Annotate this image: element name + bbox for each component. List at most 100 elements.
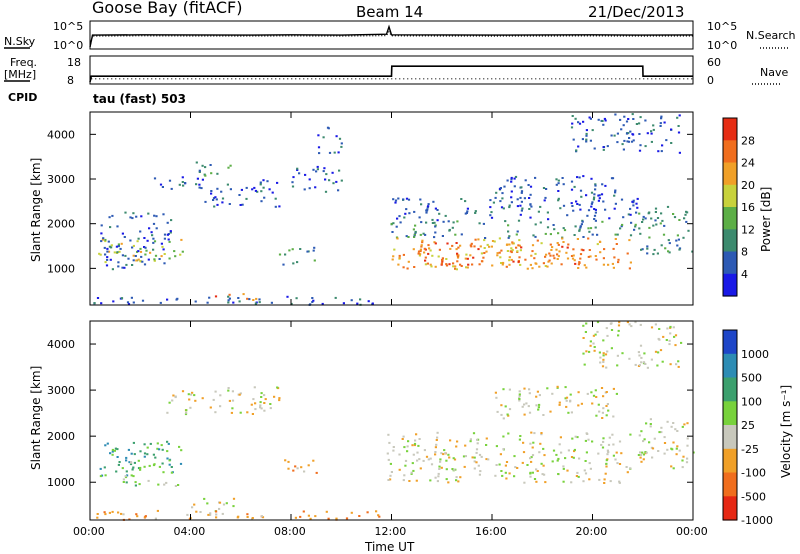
power-cell	[511, 241, 514, 244]
velocity-cell	[439, 460, 442, 463]
velocity-cell	[448, 456, 451, 459]
velocity-cell	[108, 511, 111, 514]
velocity-cell	[642, 458, 645, 461]
power-cell	[678, 219, 681, 221]
power-cell	[545, 188, 548, 190]
power-cell	[240, 188, 243, 191]
power-cell	[516, 250, 519, 253]
power-cell	[587, 255, 590, 258]
velocity-cell	[638, 434, 641, 437]
power-cell	[627, 118, 630, 120]
velocity-cell	[139, 468, 142, 471]
velocity-cell	[160, 444, 163, 447]
power-cell	[616, 141, 619, 144]
power-cell	[104, 238, 107, 241]
velocity-cell	[562, 480, 565, 483]
velocity-cell	[375, 510, 378, 513]
power-cell	[201, 178, 204, 181]
colorbar-frame	[722, 329, 738, 521]
velocity-cell	[134, 481, 137, 484]
power-cell	[607, 263, 610, 266]
velocity-cell	[601, 411, 604, 414]
power-cell	[419, 250, 422, 253]
power-cell	[274, 205, 277, 208]
power-cell	[535, 262, 538, 265]
power-cell	[208, 296, 211, 299]
y-tick-label: 4000	[47, 128, 75, 141]
power-cell	[614, 189, 617, 192]
power-cell	[96, 297, 100, 299]
power-cell	[394, 199, 398, 202]
power-cell	[474, 238, 477, 241]
velocity-cell	[640, 356, 643, 359]
freq-label-line2: [MHz]	[4, 68, 36, 81]
velocity-cell	[135, 513, 138, 516]
velocity-cell	[540, 462, 543, 465]
power-cell	[129, 239, 132, 242]
power-cell	[676, 234, 679, 237]
power-cell	[448, 263, 451, 266]
power-cell	[422, 232, 425, 235]
power-cell	[452, 265, 455, 268]
velocity-cell	[325, 510, 328, 513]
power-cell	[256, 190, 259, 193]
velocity-cell	[585, 322, 588, 325]
power-cell	[635, 202, 638, 205]
power-cell	[498, 251, 501, 254]
power-cell	[672, 213, 675, 215]
power-cell	[322, 136, 325, 139]
velocity-cell	[592, 394, 596, 397]
power-cell	[614, 113, 617, 116]
y-tick-label: 2000	[47, 218, 75, 231]
power-cell	[405, 235, 408, 238]
power-cell	[262, 186, 265, 189]
velocity-cell	[602, 361, 605, 363]
velocity-cell	[416, 451, 419, 454]
power-cell	[182, 184, 185, 187]
velocity-cell	[528, 388, 531, 391]
velocity-cell	[231, 399, 235, 402]
power-cell	[499, 256, 502, 259]
velocity-cell	[529, 442, 532, 445]
power-cell	[137, 250, 140, 253]
power-cell	[550, 249, 553, 251]
power-cell	[587, 209, 591, 212]
power-cell	[489, 214, 492, 217]
power-cell	[454, 267, 457, 270]
power-cell	[456, 252, 459, 255]
velocity-cell	[434, 453, 437, 456]
power-cell	[402, 198, 405, 201]
power-cell	[534, 176, 537, 179]
velocity-cell	[125, 456, 128, 459]
power-cell	[308, 178, 311, 181]
velocity-cell	[99, 467, 102, 470]
power-cell	[239, 204, 242, 206]
power-cell	[109, 226, 112, 229]
velocity-cell	[129, 463, 133, 466]
velocity-cell	[473, 460, 476, 463]
velocity-cell	[570, 411, 573, 414]
power-cell	[258, 301, 261, 304]
power-cell	[173, 250, 176, 253]
power-cell	[582, 120, 585, 123]
power-cell	[464, 200, 467, 203]
velocity-cell	[131, 468, 134, 471]
power-cell	[266, 180, 269, 183]
velocity-cell	[600, 387, 604, 389]
power-cell	[575, 200, 578, 203]
power-cell	[466, 207, 469, 210]
velocity-cell	[539, 442, 542, 445]
power-cell	[528, 208, 531, 210]
velocity-cell	[669, 332, 672, 335]
velocity-cell	[504, 405, 507, 408]
cpid-label: CPID	[8, 91, 37, 104]
power-cell	[585, 134, 588, 137]
velocity-cell	[565, 399, 568, 402]
power-cell	[478, 222, 481, 225]
power-cell	[444, 214, 447, 217]
power-cell	[371, 302, 374, 305]
power-cell	[544, 196, 547, 199]
power-cell	[557, 255, 560, 258]
velocity-cell	[585, 451, 588, 454]
power-cell	[421, 239, 424, 242]
